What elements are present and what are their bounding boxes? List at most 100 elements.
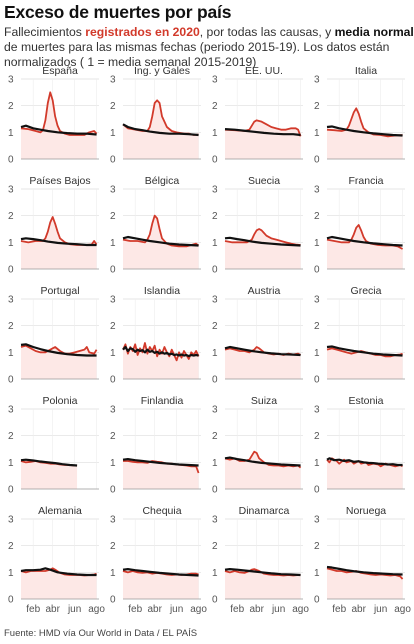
series-normal-average	[326, 345, 403, 357]
series-normal-average	[122, 568, 199, 577]
panel-francia: Francia 0 1 2 3	[314, 175, 405, 276]
registered-area	[21, 92, 97, 159]
y-tick-label: 2	[110, 541, 116, 552]
x-tick-label: ago	[394, 604, 411, 615]
panel-noruega: Noruega 0 1 2 3 feb abr jun ago	[314, 505, 411, 615]
page-title: Exceso de muertes por país	[4, 2, 232, 22]
x-tick-label: abr	[147, 604, 162, 615]
x-tick-label: jun	[67, 604, 81, 615]
y-tick-label: 1	[314, 458, 320, 469]
y-tick-label: 2	[212, 211, 218, 222]
y-tick-label: 0	[314, 155, 320, 166]
y-tick-label: 3	[212, 515, 218, 526]
y-tick-label: 3	[212, 405, 218, 416]
panel-title: España	[42, 65, 78, 77]
panel-title: Noruega	[346, 505, 386, 517]
y-tick-label: 0	[110, 485, 116, 496]
y-tick-label: 3	[314, 515, 320, 526]
registered-area	[225, 229, 301, 269]
x-tick-label: feb	[26, 604, 40, 615]
panel-paises-bajos: Países Bajos 0 1 2 3	[8, 175, 99, 276]
y-tick-label: 3	[8, 405, 14, 416]
x-tick-label: feb	[128, 604, 142, 615]
registered-area	[327, 458, 403, 489]
panel-title: Suecia	[248, 175, 280, 187]
series-normal-average	[20, 567, 97, 577]
subtitle-normal-highlight: media normal	[334, 25, 414, 39]
series-normal-average	[326, 457, 403, 467]
panel-title: Alemania	[38, 505, 82, 517]
panel-title: Islandia	[144, 285, 180, 297]
y-tick-label: 3	[110, 515, 116, 526]
series-normal-average	[326, 125, 403, 137]
registered-area	[21, 461, 78, 489]
y-tick-label: 2	[8, 541, 14, 552]
x-tick-label: ago	[190, 604, 207, 615]
panel-title: Francia	[348, 175, 383, 187]
panel-portugal: Portugal 0 1 2 3	[8, 285, 99, 386]
series-registered-2020	[122, 214, 200, 248]
series-registered-2020	[20, 91, 98, 136]
series-normal-average	[224, 128, 301, 137]
y-tick-label: 0	[212, 375, 218, 386]
panel-title: Ing. y Gales	[134, 65, 190, 77]
panel-title: EE. UU.	[245, 65, 283, 77]
y-tick-label: 1	[314, 238, 320, 249]
panel-title: Finlandia	[141, 395, 184, 407]
registered-area	[123, 461, 199, 489]
subtitle-text-1: Fallecimientos	[4, 25, 86, 39]
y-tick-label: 0	[212, 485, 218, 496]
x-tick-label: feb	[230, 604, 244, 615]
y-tick-label: 3	[8, 295, 14, 306]
y-tick-label: 2	[314, 211, 320, 222]
y-tick-label: 0	[8, 265, 14, 276]
panel-title: Polonia	[42, 395, 77, 407]
y-tick-label: 0	[8, 485, 14, 496]
registered-area	[327, 568, 403, 599]
y-tick-label: 3	[212, 295, 218, 306]
y-tick-label: 3	[314, 185, 320, 196]
series-normal-average	[224, 568, 301, 577]
registered-area	[21, 568, 97, 599]
chart-subtitle: Fallecimientos registrados en 2020, por …	[4, 25, 414, 70]
subtitle-text-3: de muertes para las mismas fechas (perio…	[4, 40, 390, 69]
y-tick-label: 3	[314, 405, 320, 416]
y-tick-label: 2	[110, 321, 116, 332]
y-tick-label: 0	[8, 155, 14, 166]
y-tick-label: 0	[212, 595, 218, 606]
series-normal-average	[224, 456, 301, 467]
y-tick-label: 3	[212, 185, 218, 196]
y-tick-label: 1	[212, 568, 218, 579]
panel-title: Suiza	[251, 395, 277, 407]
y-tick-label: 2	[8, 101, 14, 112]
panel-austria: Austria 0 1 2 3	[212, 285, 303, 386]
y-tick-label: 1	[314, 128, 320, 139]
panel-islandia: Islandia 0 1 2 3	[110, 285, 201, 386]
series-normal-average	[224, 345, 301, 357]
registered-area	[123, 100, 199, 159]
y-tick-label: 3	[110, 185, 116, 196]
series-normal-average	[20, 237, 97, 247]
series-normal-average	[224, 236, 301, 247]
panel-estonia: Estonia 0 1 2 3	[314, 395, 405, 496]
y-tick-label: 2	[212, 101, 218, 112]
series-normal-average	[326, 235, 403, 247]
y-tick-label: 3	[110, 295, 116, 306]
y-tick-label: 2	[8, 321, 14, 332]
y-tick-label: 1	[212, 128, 218, 139]
y-tick-label: 3	[8, 75, 14, 86]
y-tick-label: 1	[212, 238, 218, 249]
y-tick-label: 0	[314, 485, 320, 496]
y-tick-label: 3	[314, 75, 320, 86]
x-tick-label: ago	[292, 604, 309, 615]
y-tick-label: 2	[314, 321, 320, 332]
series-normal-average	[122, 235, 199, 247]
y-tick-label: 1	[212, 458, 218, 469]
y-tick-label: 0	[110, 375, 116, 386]
y-tick-label: 1	[8, 238, 14, 249]
y-tick-label: 1	[314, 568, 320, 579]
panel-title: Italia	[355, 65, 377, 77]
registered-area	[123, 571, 199, 599]
panel-title: Portugal	[40, 285, 79, 297]
